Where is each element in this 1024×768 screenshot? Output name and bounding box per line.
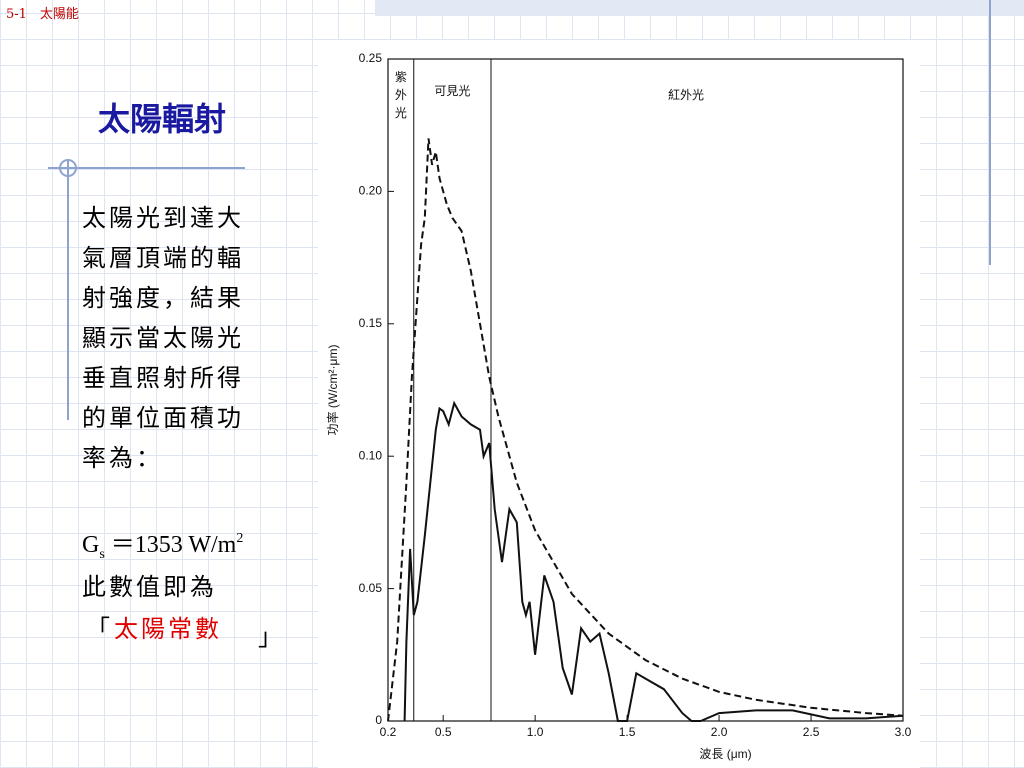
body-line: 顯示當太陽光 <box>82 324 244 352</box>
x-tick-label: 1.0 <box>527 725 544 739</box>
solid-line <box>403 400 904 722</box>
y-axis-label: 功率 (W/cm²·μm) <box>325 345 340 436</box>
slide-title: 太陽輻射 <box>98 100 226 138</box>
y-tick-label: 0.10 <box>359 448 383 462</box>
y-tick-label: 0.05 <box>359 581 383 595</box>
body-line: 率為： <box>82 444 163 472</box>
formula-rest: ＝1353 W/m <box>111 532 237 558</box>
region-label: 可見光 <box>434 84 470 98</box>
formula-subscript: s <box>99 547 104 562</box>
x-tick-label: 0.5 <box>435 725 452 739</box>
deco-circle <box>59 159 77 177</box>
y-tick-label: 0 <box>375 713 382 727</box>
body-line: 的單位面積功 <box>82 404 244 432</box>
x-tick-label: 2.5 <box>803 725 820 739</box>
quote-open: 「 <box>86 615 113 643</box>
x-tick-label: 3.0 <box>895 725 912 739</box>
quote-close: 」 <box>258 623 285 651</box>
x-axis-label: 波長 (μm) <box>699 747 751 761</box>
plot-frame <box>387 58 904 722</box>
formula: Gs ＝1353 W/m2 <box>82 531 243 562</box>
formula-superscript: 2 <box>236 531 243 546</box>
conclusion: 此數值即為 <box>82 573 217 601</box>
region-label: 紅外光 <box>668 88 704 102</box>
x-tick-label: 0.2 <box>380 725 397 739</box>
highlight: 太陽常數 <box>114 615 222 643</box>
body-line: 氣層頂端的輻 <box>82 244 244 272</box>
x-tick-label: 1.5 <box>619 725 636 739</box>
body-line: 垂直照射所得 <box>82 364 244 392</box>
region-label: 紫外光 <box>395 70 407 120</box>
dashed-line <box>387 138 904 722</box>
formula-symbol: G <box>82 532 99 558</box>
y-tick-label: 0.15 <box>359 316 383 330</box>
x-tick-label: 2.0 <box>711 725 728 739</box>
chart: 0 0.05 0.10 0.15 0.20 0.25 0.2 0.5 1.0 1.5 2.0 2.5 3… <box>325 51 911 761</box>
chart-background <box>318 40 920 768</box>
body-line: 射強度，結果 <box>82 284 244 312</box>
y-tick-label: 0.25 <box>359 51 383 65</box>
body-line: 太陽光到達大 <box>82 204 244 232</box>
y-tick-label: 0.20 <box>359 184 383 198</box>
header: 5-1 太陽能 <box>6 7 79 22</box>
top-band <box>375 0 1024 16</box>
